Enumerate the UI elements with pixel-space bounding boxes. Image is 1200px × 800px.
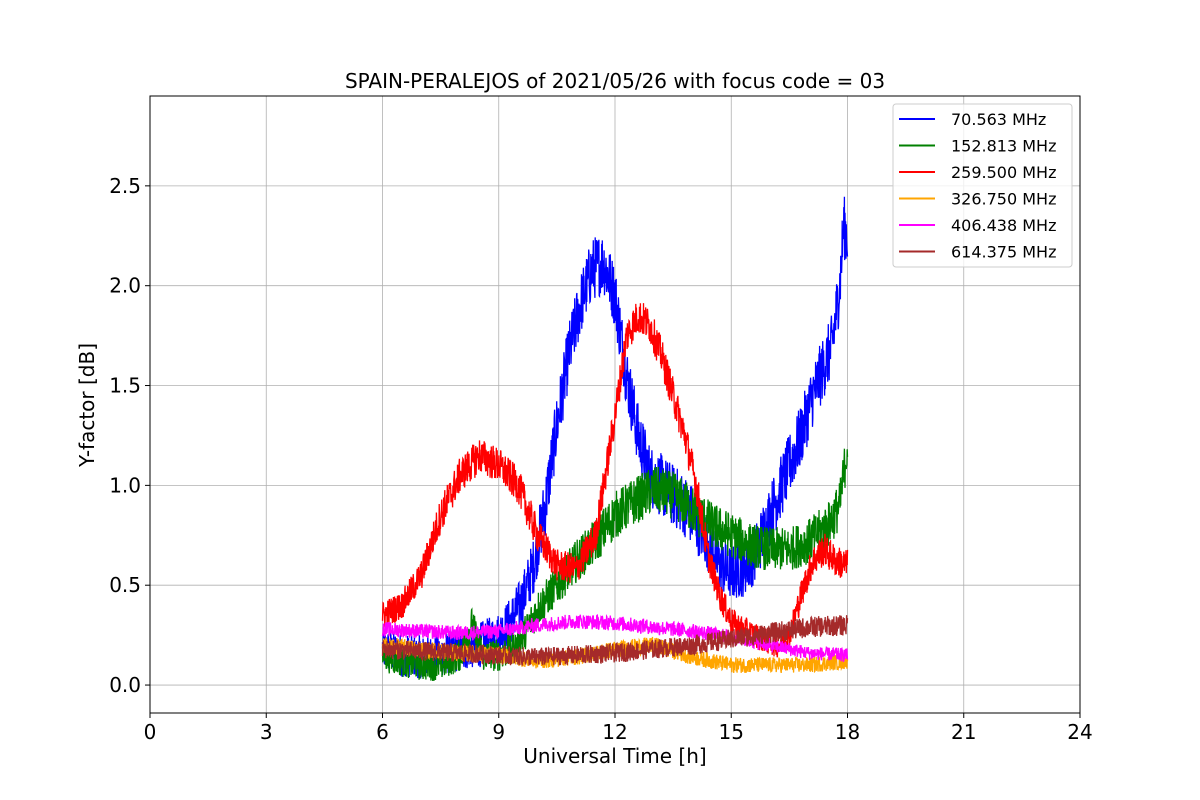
plot-series [381,196,849,681]
legend-label-2: 259.500 MHz [951,163,1056,182]
legend-label-0: 70.563 MHz [951,110,1046,129]
x-tick-label: 15 [719,720,744,744]
x-axis-label: Universal Time [h] [523,744,706,768]
x-tick-label: 9 [492,720,505,744]
legend-label-4: 406.438 MHz [951,216,1056,235]
legend-label-1: 152.813 MHz [951,137,1056,156]
y-tick-label: 1.5 [109,374,141,398]
y-tick-label: 2.0 [109,274,141,298]
series-line-1 [381,448,849,681]
x-tick-label: 6 [376,720,389,744]
y-tick-label: 0.5 [109,573,141,597]
y-tick-label: 1.0 [109,473,141,497]
series-line-5 [381,615,849,666]
y-tick-label: 0.0 [109,673,141,697]
x-tick-label: 18 [835,720,860,744]
x-tick-label: 12 [602,720,627,744]
y-axis-label: Y-factor [dB] [75,343,99,468]
x-tick-label: 24 [1067,720,1092,744]
x-tick-label: 0 [144,720,157,744]
legend-box [892,103,1073,268]
x-tick-label: 3 [260,720,273,744]
y-tick-label: 2.5 [109,174,141,198]
legend-label-5: 614.375 MHz [951,243,1056,262]
legend-label-3: 326.750 MHz [951,190,1056,209]
chart-title: SPAIN-PERALEJOS of 2021/05/26 with focus… [345,69,885,93]
axes: 0 3 6 9 12 15 18 21 24 0.0 0.5 1.0 1.5 2.0 2.5 [109,95,1093,744]
x-tick-label: 21 [951,720,976,744]
legend: 70.563 MHz 152.813 MHz 259.500 MHz 326.750 … [892,103,1073,268]
